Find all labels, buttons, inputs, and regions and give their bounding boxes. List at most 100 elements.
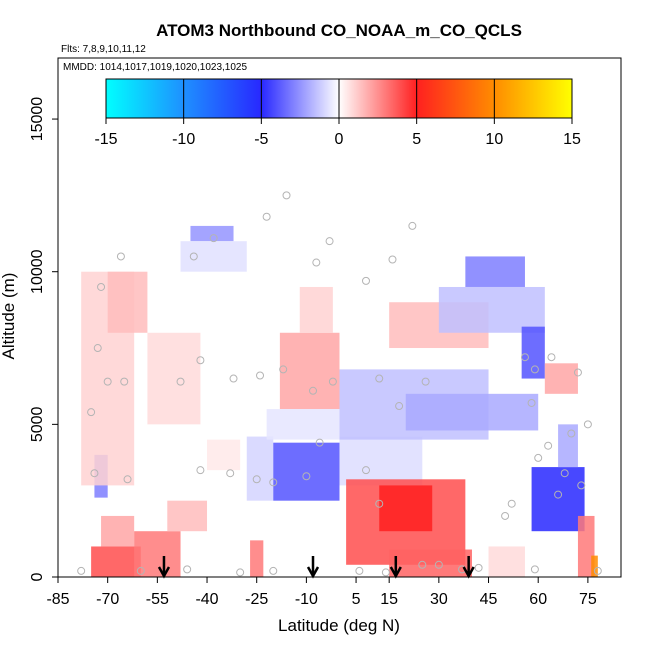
heatmap-cell	[147, 332, 201, 425]
flight-marker-arrow	[462, 556, 475, 579]
heatmap-cell	[246, 436, 274, 501]
x-tick-label: 75	[579, 591, 597, 608]
colorbar-tick-label: 5	[412, 131, 421, 148]
x-tick-label: 5	[352, 591, 361, 608]
sample-point	[501, 511, 510, 520]
sample-point	[474, 563, 483, 572]
chart-title: ATOM3 Northbound CO_NOAA_m_CO_QCLS	[156, 21, 522, 40]
sample-point	[507, 499, 516, 508]
y-tick-label: 10000	[29, 249, 46, 294]
x-tick-label: 15	[380, 591, 398, 608]
sample-point	[209, 234, 218, 243]
x-tick-label: 30	[430, 591, 448, 608]
sample-point	[395, 402, 404, 411]
sample-point	[189, 252, 198, 261]
sample-point	[315, 438, 324, 447]
heatmap-cell	[207, 439, 241, 471]
sample-point	[302, 472, 311, 481]
chart-subtitle-flights: Flts: 7,8,9,10,11,12	[61, 44, 146, 55]
sample-point	[282, 191, 291, 200]
sample-point	[262, 212, 271, 221]
sample-point	[530, 565, 539, 574]
sample-point	[361, 466, 370, 475]
sample-point	[279, 365, 288, 374]
sample-point	[355, 566, 364, 575]
sample-point	[256, 371, 265, 380]
sample-point	[269, 478, 278, 487]
sample-point	[328, 377, 337, 386]
flight-marker-head	[157, 566, 171, 579]
sample-point	[593, 566, 602, 575]
sample-point	[583, 420, 592, 429]
sample-point	[544, 441, 553, 450]
sample-point	[547, 353, 556, 362]
sample-point	[577, 481, 586, 490]
heatmap-cell	[101, 515, 135, 547]
heatmap-cell	[167, 500, 208, 532]
heatmap-cell	[299, 286, 333, 333]
axes: -85 -70 -55 -40 -25 -10 5 15 30 45 60 7505000100001…	[29, 57, 622, 608]
heatmap-cell	[339, 436, 423, 486]
heatmap-cell	[531, 467, 585, 532]
heatmap-layer	[81, 225, 598, 577]
sample-point	[361, 276, 370, 285]
sample-point	[176, 377, 185, 386]
colorbar: -15 -10 -5 0 5 10 15	[94, 78, 581, 148]
heatmap-cell	[405, 393, 539, 431]
heatmap-cell	[91, 546, 141, 577]
heatmap-cell	[190, 225, 234, 242]
flight-marker-arrow	[306, 556, 320, 579]
colorbar-tick-label: -5	[254, 131, 268, 148]
sample-points-layer	[77, 191, 602, 577]
flight-marker-arrow	[157, 556, 171, 579]
sample-point	[520, 353, 529, 362]
sample-point	[560, 469, 569, 478]
heatmap-cell	[266, 409, 340, 440]
sample-point	[418, 560, 427, 569]
sample-point	[183, 565, 192, 574]
plot-frame	[57, 57, 622, 578]
sample-point	[252, 475, 261, 484]
sample-point	[312, 258, 321, 267]
sample-point	[530, 365, 539, 374]
y-tick-label: 15000	[29, 97, 46, 142]
sample-point	[93, 344, 102, 353]
sample-point	[381, 568, 390, 577]
sample-point	[554, 490, 563, 499]
heatmap-cell	[134, 531, 181, 577]
heatmap-cell	[279, 332, 340, 410]
heatmap-cell	[273, 442, 340, 501]
sample-point	[534, 453, 543, 462]
sample-point	[77, 566, 86, 575]
heatmap-cell	[180, 241, 247, 272]
sample-point	[567, 429, 576, 438]
sample-point	[325, 237, 334, 246]
y-tick-label: 0	[29, 572, 46, 581]
x-tick-label: -70	[96, 591, 119, 608]
sample-point	[434, 560, 443, 569]
sample-point	[527, 398, 536, 407]
sample-point	[120, 377, 129, 386]
sample-point	[196, 466, 205, 475]
sample-point	[388, 255, 397, 264]
x-tick-label: -55	[146, 591, 169, 608]
sample-point	[87, 408, 96, 417]
heatmap-cell	[577, 515, 595, 577]
flight-markers-layer	[157, 556, 475, 579]
heatmap-cell	[558, 424, 578, 468]
sample-point	[375, 374, 384, 383]
sample-point	[408, 221, 417, 230]
sample-point	[103, 377, 112, 386]
sample-point	[116, 252, 125, 261]
colorbar-tick-label: 10	[485, 131, 503, 148]
heatmap-cell	[465, 256, 525, 287]
sample-point	[226, 469, 235, 478]
y-axis-label: Altitude (m)	[0, 273, 18, 360]
heatmap-cell	[107, 271, 148, 333]
flight-marker-arrow	[389, 556, 402, 579]
x-tick-label: -85	[46, 591, 69, 608]
sample-point	[421, 377, 430, 386]
x-axis-label: Latitude (deg N)	[278, 616, 400, 635]
